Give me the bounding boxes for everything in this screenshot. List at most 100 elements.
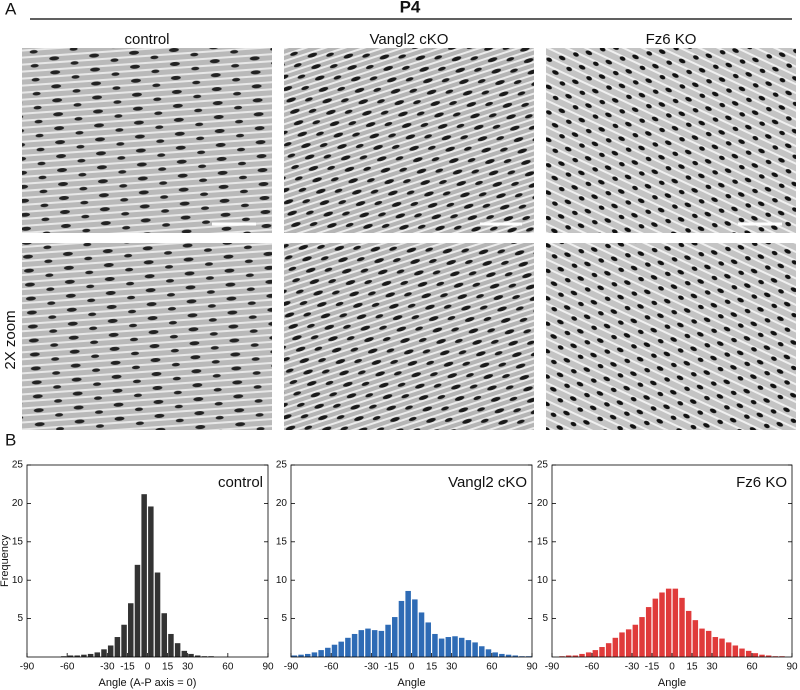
bar [378, 630, 385, 657]
bar [639, 617, 645, 657]
bar [432, 633, 438, 657]
bar [194, 655, 201, 657]
bar [645, 607, 652, 657]
y-tick-label: 10 [276, 575, 288, 586]
bar [485, 649, 492, 657]
x-tick-label: 0 [669, 662, 675, 673]
bar [452, 636, 458, 657]
bar [505, 654, 512, 657]
bar [418, 612, 425, 657]
x-tick-label: 30 [182, 662, 194, 673]
bar [81, 654, 87, 657]
plot-label: Fz6 KO [736, 474, 787, 491]
bar [385, 624, 391, 657]
bar [579, 653, 585, 657]
bar [665, 588, 672, 657]
x-tick-label: -90 [20, 662, 35, 673]
bar [652, 598, 659, 657]
bar [445, 637, 452, 657]
bar [425, 622, 431, 657]
bar [512, 655, 519, 657]
y-tick-label: 5 [281, 613, 287, 624]
bar [188, 653, 194, 657]
y-axis-label: Frequency [0, 535, 11, 587]
x-tick-label: -90 [545, 662, 560, 673]
x-axis-label: Angle [397, 677, 425, 689]
bar [331, 644, 338, 657]
micrograph [546, 48, 796, 233]
bar [168, 633, 174, 657]
bar [134, 564, 141, 657]
micrograph [22, 48, 272, 233]
bar [107, 645, 114, 657]
x-tick-label: -60 [585, 662, 600, 673]
bar [365, 628, 371, 657]
bar [759, 654, 765, 657]
micrograph-zoom [284, 243, 534, 430]
bar [732, 645, 739, 657]
bar [181, 650, 188, 657]
bar [745, 650, 752, 657]
plot-label: control [218, 474, 263, 491]
bar [94, 652, 101, 657]
x-tick-label: 15 [686, 662, 698, 673]
y-tick-label: 20 [12, 498, 24, 509]
bar [291, 655, 298, 657]
panel-label: B [5, 430, 16, 449]
bar [128, 603, 134, 657]
bar [599, 647, 605, 657]
x-axis-label: Angle [658, 677, 686, 689]
column-title: Vangl2 cKO [370, 31, 449, 48]
x-tick-label: -60 [60, 662, 75, 673]
bar [725, 642, 732, 657]
bar [659, 592, 665, 657]
bar [438, 638, 445, 657]
bar [565, 655, 572, 657]
figure-title: P4 [400, 0, 421, 16]
bar [632, 624, 639, 657]
bar [141, 494, 147, 657]
x-tick-label: 30 [706, 662, 718, 673]
y-tick-label: 25 [12, 460, 24, 471]
bar [174, 643, 181, 657]
bar [87, 653, 94, 657]
bar [311, 652, 318, 657]
x-tick-label: -90 [284, 662, 299, 673]
bar [765, 655, 772, 657]
bar [101, 649, 107, 657]
bar [465, 640, 472, 657]
row-label: 2X zoom [2, 310, 19, 369]
bar [161, 613, 167, 657]
bar [685, 610, 692, 657]
bar [719, 638, 725, 657]
bar [358, 630, 365, 657]
x-tick-label: 60 [222, 662, 234, 673]
y-tick-label: 10 [12, 575, 24, 586]
bar [585, 652, 592, 657]
x-tick-label: 15 [162, 662, 174, 673]
x-tick-label: -60 [324, 662, 339, 673]
bar [338, 641, 344, 657]
bar [392, 617, 398, 657]
bar [345, 637, 351, 657]
x-tick-label: -30 [364, 662, 379, 673]
x-tick-label: 0 [409, 662, 415, 673]
x-tick-label: -30 [625, 662, 640, 673]
x-tick-label: 90 [526, 662, 538, 673]
micrograph-zoom [22, 243, 272, 430]
bar [304, 653, 311, 657]
bar [412, 599, 418, 657]
bar [458, 637, 465, 657]
x-tick-label: -30 [100, 662, 115, 673]
y-tick-label: 15 [537, 536, 549, 547]
bar [672, 588, 679, 657]
bar [325, 647, 331, 657]
bar [318, 650, 324, 657]
bar [592, 650, 599, 657]
bar [479, 646, 485, 657]
bar [499, 653, 505, 657]
x-tick-label: 30 [446, 662, 458, 673]
bar [74, 655, 80, 657]
column-title: Fz6 KO [646, 31, 697, 48]
micrograph [284, 48, 534, 233]
